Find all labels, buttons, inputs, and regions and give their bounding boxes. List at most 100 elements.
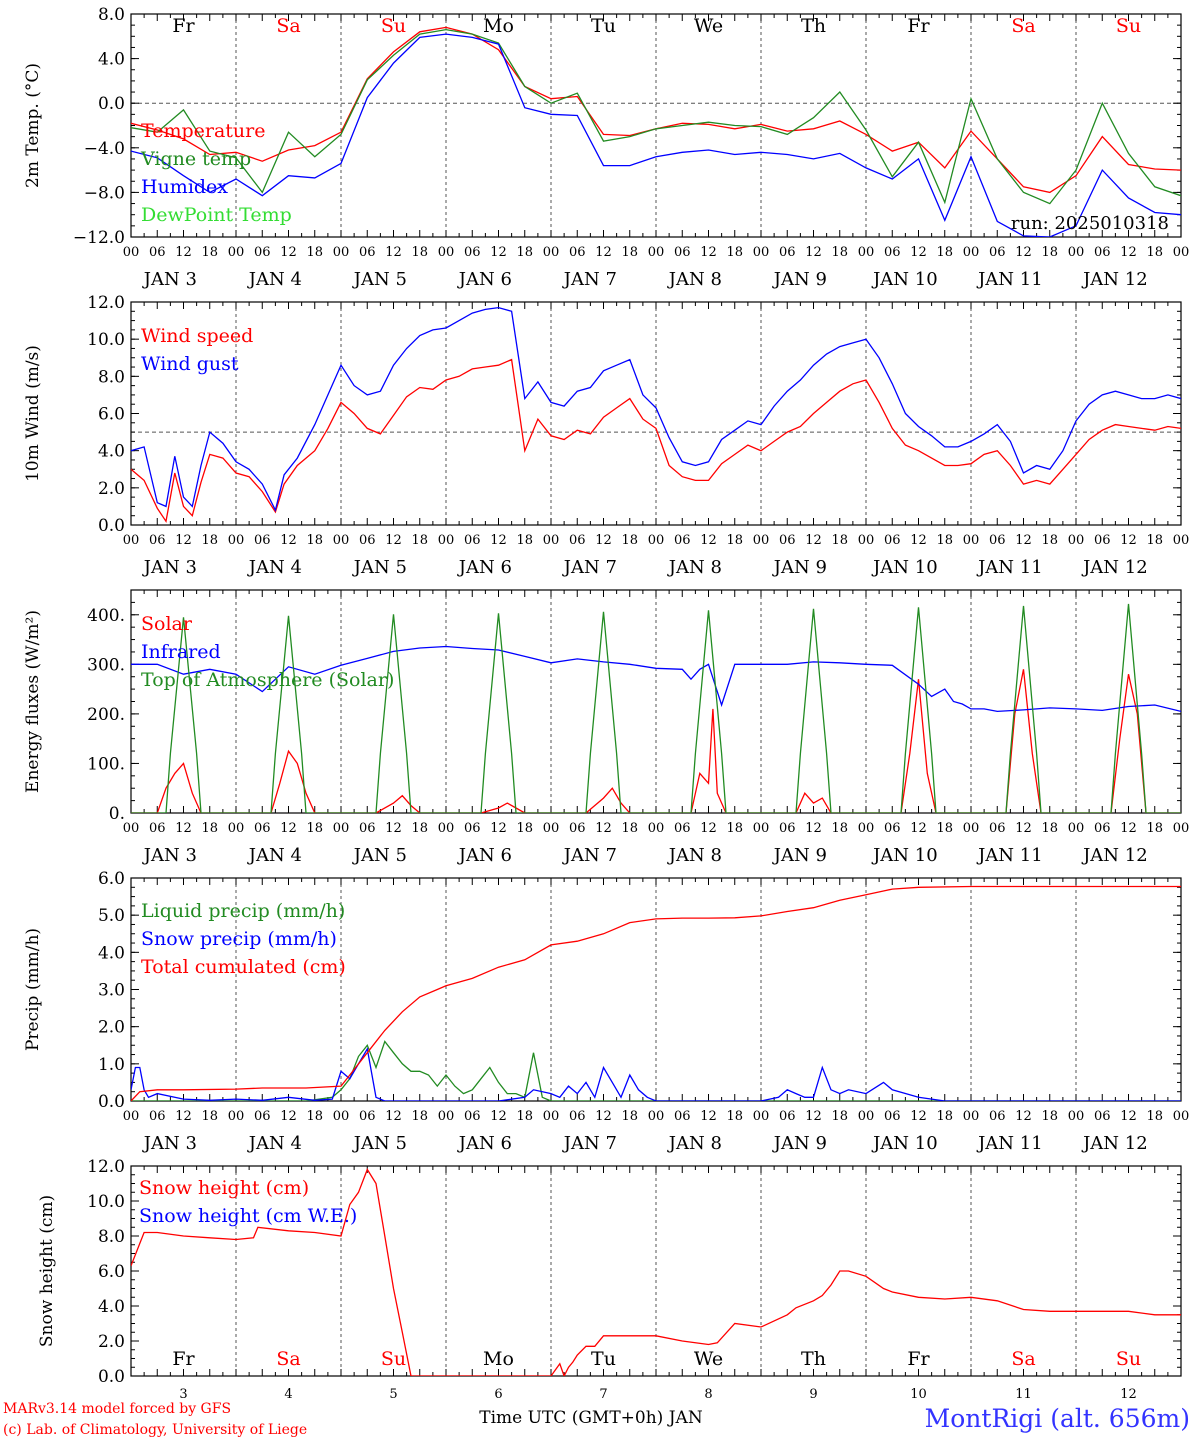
x-hour-label: 12	[700, 245, 717, 260]
x-hour-label: 00	[543, 245, 560, 260]
weekday-label: Tu	[591, 15, 616, 37]
y-tick-label: 12.0	[87, 293, 125, 313]
x-hour-label: 18	[936, 1109, 953, 1124]
x-hour-label: 12	[805, 821, 822, 836]
x-hour-label: 12	[595, 821, 612, 836]
x-hour-label: 12	[175, 1109, 192, 1124]
x-date-label: JAN 8	[667, 557, 722, 578]
x-date-label: JAN 8	[667, 845, 722, 866]
x-hour-label: 06	[464, 533, 481, 548]
x-hour-label: 06	[779, 821, 796, 836]
x-hour-label: 00	[333, 533, 350, 548]
legend-entry: Total cumulated (cm)	[141, 956, 346, 978]
x-date-label: JAN 11	[976, 845, 1043, 866]
x-hour-label: 12	[280, 1109, 297, 1124]
x-hour-label: 06	[569, 533, 586, 548]
legend-entry: Snow height (cm W.E.)	[139, 1205, 357, 1227]
y-tick-label: 8.0	[98, 367, 125, 387]
x-date-label: JAN 12	[1081, 845, 1148, 866]
series-line-total-cumulated-cm	[131, 885, 1181, 1101]
x-hour-label: 12	[280, 245, 297, 260]
weekday-label: Su	[381, 1348, 406, 1370]
x-hour-label: 12	[1015, 533, 1032, 548]
x-hour-label: 00	[228, 821, 245, 836]
x-hour-label: 12	[490, 1109, 507, 1124]
x-hour-label: 00	[228, 245, 245, 260]
weekday-label: We	[694, 15, 723, 37]
weekday-label: Mo	[483, 1348, 514, 1370]
panels: 8.04.00.0−4.0−8.0−12.02m Temp. (°C)00 06 1…	[23, 5, 1189, 1402]
legend-entry: Snow height (cm)	[139, 1177, 309, 1199]
x-hour-label: 00	[1068, 821, 1085, 836]
legend-entry: Infrared	[141, 641, 221, 663]
x-hour-label: 00	[648, 1109, 665, 1124]
y-axis-label: 10m Wind (m/s)	[23, 345, 43, 482]
x-date-label: 8	[704, 1387, 712, 1402]
x-hour-label: 12	[1015, 1109, 1032, 1124]
series-line-snow-height-cm	[131, 1168, 1181, 1376]
model-credit: MARv3.14 model forced by GFS	[3, 1401, 231, 1417]
x-hour-label: 06	[254, 821, 271, 836]
x-hour-label: 06	[149, 245, 166, 260]
x-hour-label: 12	[1120, 821, 1137, 836]
y-tick-label: 0.0	[98, 1367, 125, 1387]
x-hour-label: 06	[464, 245, 481, 260]
legend-entry: Solar	[141, 613, 193, 635]
x-date-label: JAN 4	[247, 845, 302, 866]
x-date-label: JAN 12	[1081, 1133, 1148, 1154]
y-axis-label: Precip (mm/h)	[23, 928, 43, 1051]
x-hour-label: 06	[254, 533, 271, 548]
x-hour-label: 12	[490, 821, 507, 836]
x-date-label: JAN 11	[976, 269, 1043, 290]
x-date-label: JAN 9	[772, 269, 827, 290]
series-line-wind-gust	[131, 306, 1181, 512]
x-hour-label: 00	[438, 821, 455, 836]
y-tick-label: 5.0	[98, 906, 125, 926]
series-line-snow-precip-mm-h	[131, 1047, 1181, 1101]
y-tick-label: 3.0	[98, 981, 125, 1001]
y-tick-label: 2.0	[98, 479, 125, 499]
x-hour-label: 00	[123, 821, 140, 836]
x-hour-label: 00	[438, 1109, 455, 1124]
weekday-label: Sa	[1011, 15, 1035, 37]
panel-3: 400. 300. 200. 100. 0. Energy fluxes (W/m²) 00…	[23, 589, 1189, 866]
y-axis-label: Snow height (cm)	[37, 1195, 57, 1347]
y-tick-label: 0.0	[98, 94, 125, 114]
legend-entry: Wind gust	[141, 353, 239, 375]
x-hour-label: 12	[595, 1109, 612, 1124]
series-line-top-of-atmosphere-solar	[131, 603, 1181, 813]
x-date-label: JAN 8	[667, 1133, 722, 1154]
weekday-label: Tu	[591, 1348, 616, 1370]
x-hour-label: 18	[306, 245, 323, 260]
x-date-label: JAN 12	[1081, 269, 1148, 290]
x-hour-label: 12	[805, 1109, 822, 1124]
x-date-label: 3	[179, 1387, 187, 1402]
weekday-label: Fr	[907, 15, 930, 37]
x-hour-label: 00	[858, 533, 875, 548]
x-hour-label: 12	[805, 245, 822, 260]
y-tick-label: 0.0	[98, 1092, 125, 1112]
x-hour-label: 00	[123, 1109, 140, 1124]
panel-4: 6.0 5.0 4.0 3.0 2.0 1.0 0.0 Precip (mm/h) 00 06 12…	[23, 869, 1189, 1154]
x-hour-label: 06	[464, 1109, 481, 1124]
x-hour-label: 12	[490, 533, 507, 548]
x-hour-label: 00	[753, 1109, 770, 1124]
x-date-label: JAN 3	[142, 557, 197, 578]
x-hour-label: 12	[910, 1109, 927, 1124]
weekday-label: Fr	[172, 1348, 195, 1370]
x-date-label: 7	[599, 1387, 607, 1402]
y-tick-label: 10.0	[87, 1192, 125, 1212]
x-hour-label: 00	[228, 533, 245, 548]
x-date-label: JAN 11	[976, 557, 1043, 578]
y-tick-label: 6.0	[98, 869, 125, 889]
y-axis-label: Energy fluxes (W/m²)	[23, 610, 43, 793]
x-date-label: JAN 3	[142, 269, 197, 290]
x-hour-label: 00	[543, 1109, 560, 1124]
weekday-label: Sa	[276, 15, 300, 37]
x-hour-label: 12	[1120, 245, 1137, 260]
x-date-label: JAN 10	[871, 845, 938, 866]
x-hour-label: 12	[175, 245, 192, 260]
x-hour-label: 00	[1068, 1109, 1085, 1124]
series-line-wind-speed	[131, 358, 1181, 523]
x-hour-label: 00	[123, 245, 140, 260]
